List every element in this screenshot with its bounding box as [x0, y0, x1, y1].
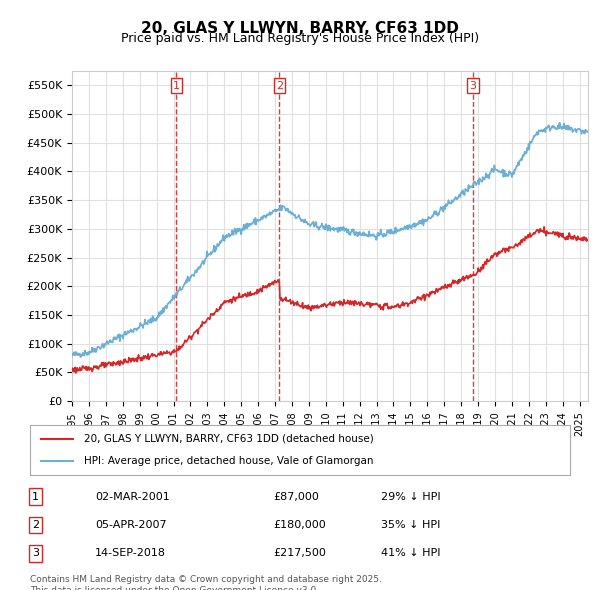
Text: £87,000: £87,000 [273, 491, 319, 502]
Text: 1: 1 [32, 491, 39, 502]
Text: HPI: Average price, detached house, Vale of Glamorgan: HPI: Average price, detached house, Vale… [84, 456, 373, 466]
Text: 14-SEP-2018: 14-SEP-2018 [95, 548, 166, 558]
Text: 41% ↓ HPI: 41% ↓ HPI [381, 548, 440, 558]
Text: 20, GLAS Y LLWYN, BARRY, CF63 1DD (detached house): 20, GLAS Y LLWYN, BARRY, CF63 1DD (detac… [84, 434, 374, 444]
Text: 3: 3 [32, 548, 39, 558]
Text: 2: 2 [32, 520, 39, 530]
Text: 20, GLAS Y LLWYN, BARRY, CF63 1DD: 20, GLAS Y LLWYN, BARRY, CF63 1DD [141, 21, 459, 35]
Text: 2: 2 [276, 81, 283, 91]
Text: Price paid vs. HM Land Registry's House Price Index (HPI): Price paid vs. HM Land Registry's House … [121, 32, 479, 45]
Text: Contains HM Land Registry data © Crown copyright and database right 2025.
This d: Contains HM Land Registry data © Crown c… [30, 575, 382, 590]
Text: £217,500: £217,500 [273, 548, 326, 558]
Text: £180,000: £180,000 [273, 520, 326, 530]
Text: 35% ↓ HPI: 35% ↓ HPI [381, 520, 440, 530]
Text: 29% ↓ HPI: 29% ↓ HPI [381, 491, 440, 502]
Text: 3: 3 [469, 81, 476, 91]
Text: 05-APR-2007: 05-APR-2007 [95, 520, 166, 530]
Text: 02-MAR-2001: 02-MAR-2001 [95, 491, 170, 502]
Text: 1: 1 [173, 81, 180, 91]
